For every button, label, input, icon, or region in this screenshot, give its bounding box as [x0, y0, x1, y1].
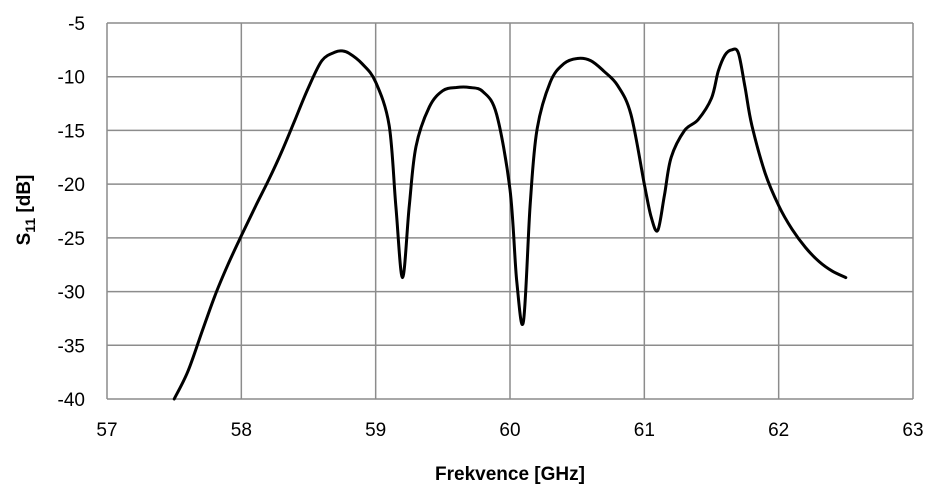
y-tick-label: -25	[58, 229, 85, 250]
x-axis-title: Frekvence [GHz]	[435, 464, 585, 485]
x-tick-label: 58	[231, 420, 252, 441]
x-tick-label: 63	[902, 420, 923, 441]
y-tick-label: -10	[58, 68, 85, 89]
y-tick-label: -40	[58, 390, 85, 411]
y-tick-label: -20	[58, 175, 85, 196]
y-tick-label: -15	[58, 121, 85, 142]
data-series	[172, 47, 848, 401]
x-tick-label: 62	[768, 420, 789, 441]
x-tick-label: 60	[499, 420, 520, 441]
y-axis-title-unit: [dB]	[14, 175, 35, 218]
x-tick-label: 59	[365, 420, 386, 441]
s11-series-line	[172, 47, 848, 401]
x-tick-label: 61	[634, 420, 655, 441]
grid	[106, 22, 914, 400]
y-tick-label: -5	[68, 14, 85, 35]
x-tick-labels: 57 58 59 60 61 62 63	[96, 420, 923, 441]
y-tick-label: -35	[58, 336, 85, 357]
y-axis-title-subscript: 11	[22, 218, 38, 233]
y-axis-title-main: S	[14, 233, 35, 246]
y-tick-label: -30	[58, 283, 85, 304]
y-axis-title: S11 [dB]	[14, 175, 38, 246]
y-tick-labels: -5 -10 -15 -20 -25 -30 -35 -40	[58, 14, 85, 411]
x-tick-label: 57	[96, 420, 117, 441]
